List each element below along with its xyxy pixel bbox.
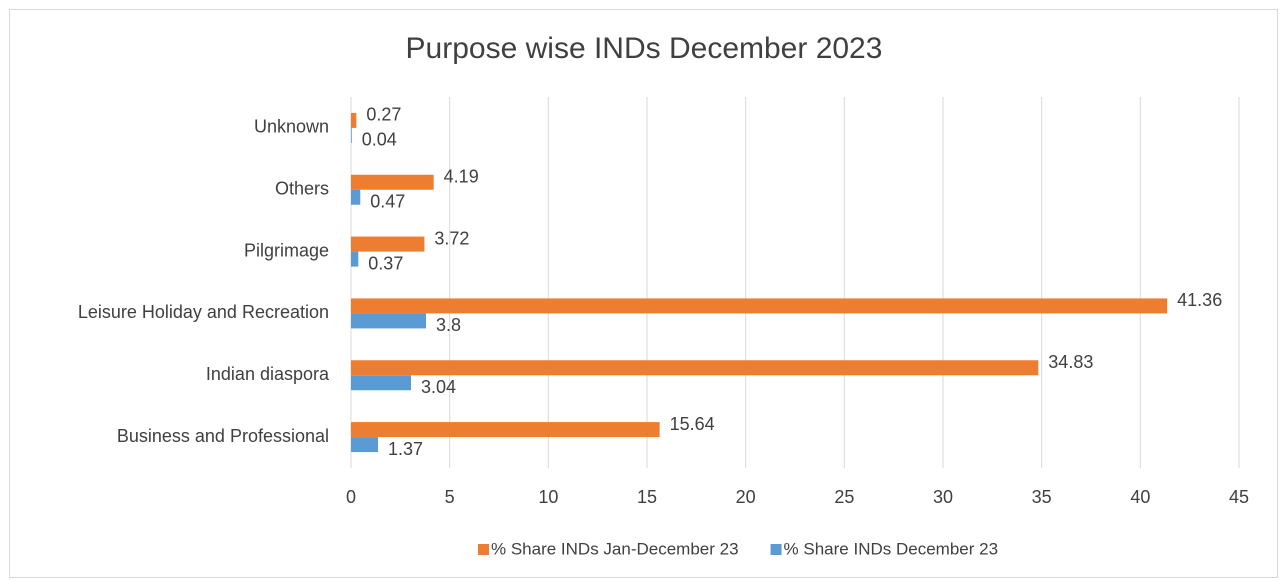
legend-label: % Share INDs Jan-December 23 xyxy=(491,539,739,558)
bar xyxy=(351,422,660,438)
y-tick-label: Indian diaspora xyxy=(206,364,330,384)
data-label: 0.37 xyxy=(368,253,403,273)
x-tick-label: 30 xyxy=(933,487,953,507)
data-label: 1.37 xyxy=(388,439,423,459)
bar xyxy=(351,127,352,143)
data-label: 15.64 xyxy=(670,414,715,434)
data-label: 3.72 xyxy=(434,228,469,248)
x-tick-label: 15 xyxy=(637,487,657,507)
data-label: 4.19 xyxy=(444,167,479,187)
x-tick-label: 35 xyxy=(1032,487,1052,507)
data-label: 0.04 xyxy=(362,130,397,150)
legend-label: % Share INDs December 23 xyxy=(784,539,998,558)
y-tick-label: Others xyxy=(275,179,329,199)
x-tick-label: 0 xyxy=(346,487,356,507)
bar xyxy=(351,375,411,391)
x-tick-label: 40 xyxy=(1130,487,1150,507)
bar xyxy=(351,313,426,329)
bar xyxy=(351,174,434,190)
bar xyxy=(351,112,357,128)
chart-title: Purpose wise INDs December 2023 xyxy=(406,32,883,65)
x-tick-label: 20 xyxy=(736,487,756,507)
data-label: 3.04 xyxy=(421,377,456,397)
bar xyxy=(351,236,425,252)
bar xyxy=(351,298,1168,314)
data-label: 3.8 xyxy=(436,315,461,335)
legend-swatch xyxy=(478,544,489,555)
x-tick-label: 25 xyxy=(834,487,854,507)
x-tick-label: 45 xyxy=(1229,487,1249,507)
data-label: 41.36 xyxy=(1177,290,1222,310)
bar xyxy=(351,437,379,453)
data-label: 0.47 xyxy=(370,192,405,212)
bar xyxy=(351,251,359,267)
chart-border xyxy=(9,9,1278,578)
bar xyxy=(351,360,1039,376)
legend-swatch xyxy=(770,544,782,555)
x-tick-label: 5 xyxy=(445,487,455,507)
data-label: 34.83 xyxy=(1048,352,1093,372)
y-tick-label: Pilgrimage xyxy=(244,240,329,260)
y-tick-label: Unknown xyxy=(254,117,329,137)
x-tick-label: 10 xyxy=(538,487,558,507)
bar xyxy=(351,189,361,205)
y-tick-label: Leisure Holiday and Recreation xyxy=(78,302,329,322)
data-label: 0.27 xyxy=(366,105,401,125)
y-tick-label: Business and Professional xyxy=(117,426,329,446)
